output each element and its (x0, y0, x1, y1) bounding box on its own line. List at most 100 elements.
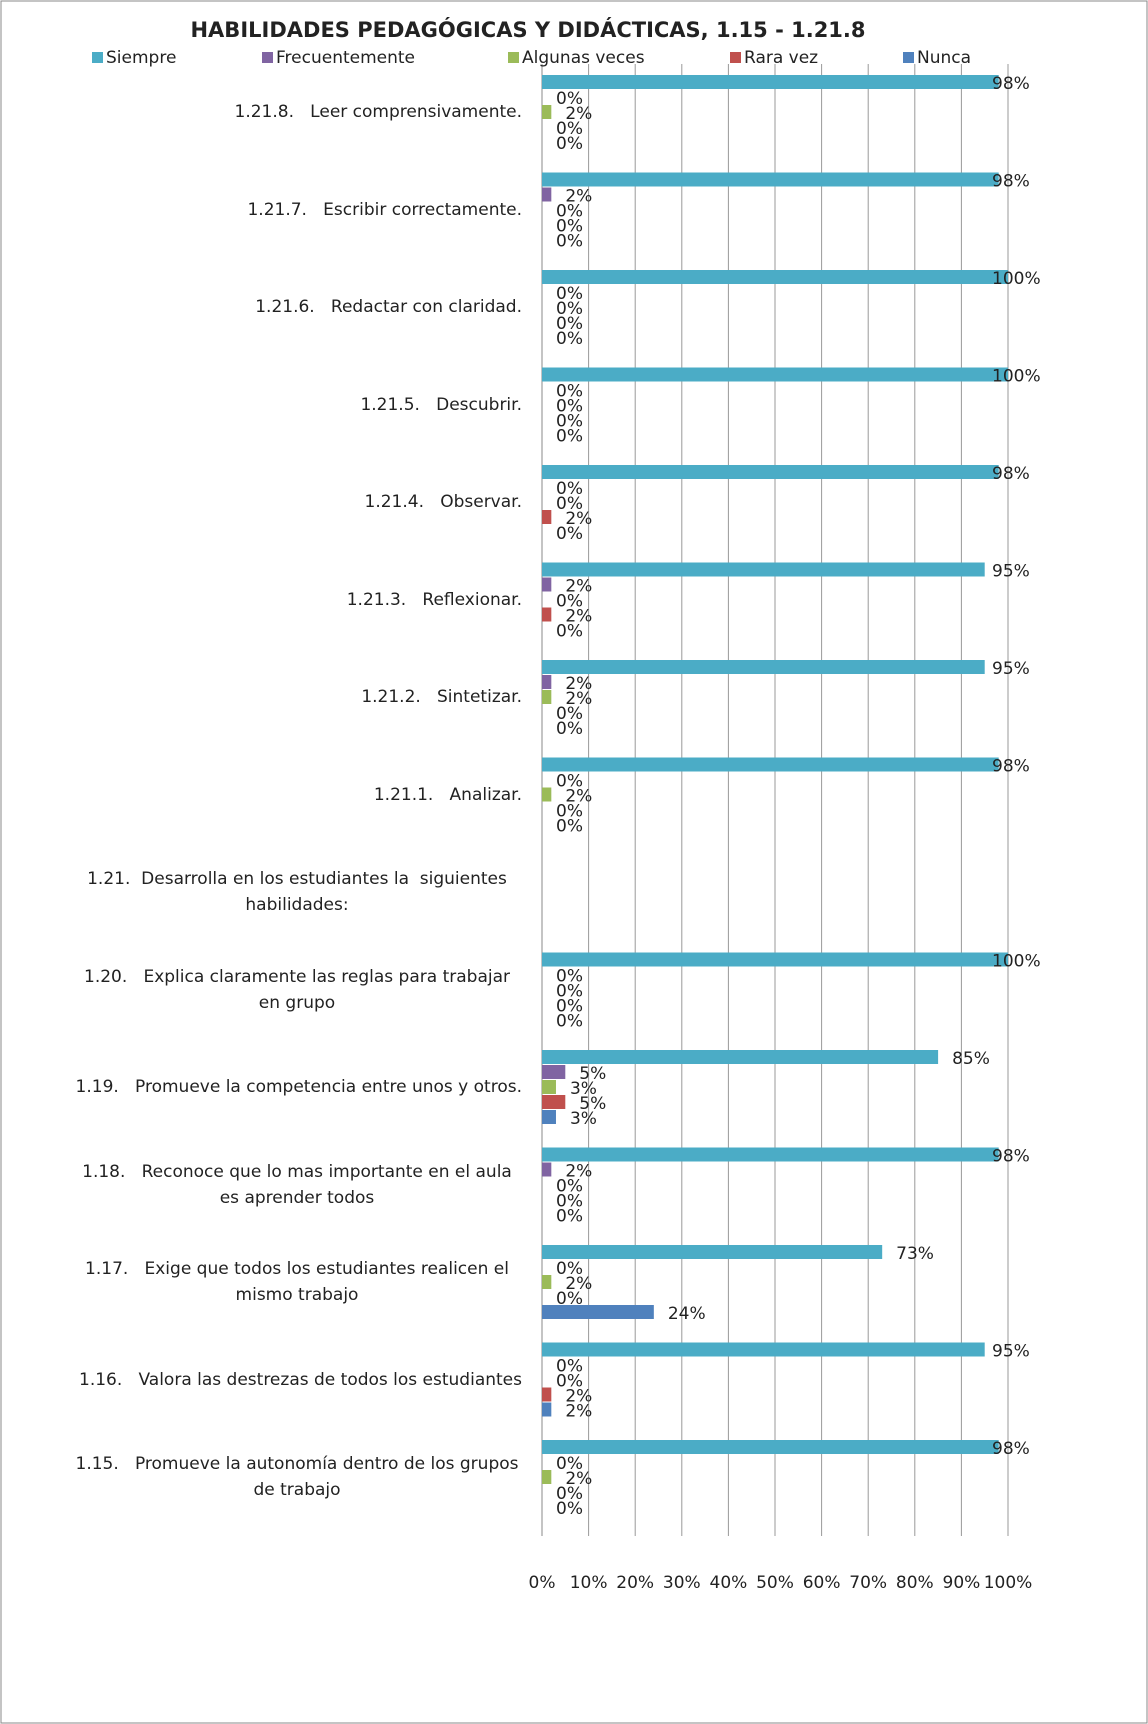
legend-swatch (508, 52, 519, 63)
legend-label: Algunas veces (522, 48, 645, 68)
value-label: 2% (565, 1387, 592, 1407)
value-label: 3% (570, 1079, 597, 1099)
y-tick-label: 1.17. Exige que todos los estudiantes re… (85, 1259, 515, 1305)
x-tick-label: 50% (756, 1573, 794, 1593)
value-label: 0% (556, 1192, 583, 1212)
value-label: 95% (992, 1342, 1030, 1362)
value-label: 0% (556, 1357, 583, 1377)
value-label: 98% (992, 172, 1030, 192)
value-label: 0% (556, 592, 583, 612)
bar (542, 465, 999, 479)
y-tick-label: 1.21.1. Analizar. (373, 784, 522, 805)
value-label: 0% (556, 134, 583, 154)
value-label: 95% (992, 562, 1030, 582)
value-label: 0% (556, 1372, 583, 1392)
value-label: 0% (556, 1289, 583, 1309)
y-tick-label: 1.20. Explica claramente las reglas para… (84, 966, 516, 1013)
value-label: 0% (556, 1177, 583, 1197)
value-label: 24% (668, 1304, 706, 1324)
y-tick-label: 1.19. Promueve la competencia entre unos… (75, 1077, 522, 1097)
y-tick-label: 1.21. Desarrolla en los estudiantes la s… (87, 869, 513, 915)
value-label: 2% (565, 607, 592, 627)
bar (542, 1440, 999, 1454)
legend-swatch (730, 52, 741, 63)
y-tick-label: 1.21.2. Sintetizar. (361, 687, 522, 707)
value-label: 2% (565, 689, 592, 709)
x-tick-label: 0% (529, 1573, 556, 1593)
bar (542, 1305, 654, 1319)
bar (542, 510, 552, 524)
value-label: 100% (992, 367, 1041, 387)
value-label: 100% (992, 952, 1041, 972)
value-label: 0% (556, 997, 583, 1017)
value-label: 73% (896, 1244, 934, 1264)
value-label: 0% (556, 479, 583, 499)
y-tick-label: 1.15. Promueve la autonomía dentro de lo… (75, 1454, 524, 1500)
value-label: 98% (992, 1147, 1030, 1167)
value-label: 98% (992, 757, 1030, 777)
x-tick-label: 40% (710, 1573, 748, 1593)
chart-title: HABILIDADES PEDAGÓGICAS Y DIDÁCTICAS, 1.… (190, 17, 865, 42)
value-label: 5% (579, 1064, 606, 1084)
value-label: 0% (556, 89, 583, 109)
y-tick-label: 1.21.4. Observar. (364, 492, 522, 512)
x-tick-label: 10% (570, 1573, 608, 1593)
legend-swatch (262, 52, 273, 63)
y-tick-label: 1.18. Reconoce que lo mas importante en … (82, 1161, 518, 1208)
value-label: 0% (556, 1259, 583, 1279)
value-label: 2% (565, 1469, 592, 1489)
value-label: 0% (556, 494, 583, 514)
bar (542, 952, 1008, 967)
value-label: 2% (565, 787, 592, 807)
value-label: 0% (556, 299, 583, 319)
value-label: 2% (565, 1402, 592, 1422)
y-tick-label: 1.21.7. Escribir correctamente. (247, 199, 522, 220)
bar (542, 1065, 566, 1079)
value-label: 0% (556, 524, 583, 544)
value-label: 0% (556, 1454, 583, 1474)
bar (542, 1275, 552, 1289)
bar (542, 105, 552, 119)
value-label: 0% (556, 217, 583, 237)
value-label: 0% (556, 202, 583, 222)
bar (542, 660, 985, 674)
bar (542, 1162, 552, 1177)
bar (542, 607, 552, 622)
bar (542, 1110, 556, 1124)
value-label: 0% (556, 119, 583, 139)
x-tick-label: 90% (943, 1573, 981, 1593)
bar (542, 1342, 985, 1357)
value-label: 0% (556, 314, 583, 334)
value-label: 0% (556, 719, 583, 739)
value-label: 2% (565, 1162, 592, 1182)
value-label: 0% (556, 232, 583, 252)
bar (542, 675, 552, 689)
x-tick-label: 60% (803, 1573, 841, 1593)
legend-swatch (92, 52, 103, 63)
legend-label: Frecuentemente (276, 48, 415, 68)
value-label: 85% (952, 1049, 990, 1069)
value-label: 0% (556, 1484, 583, 1504)
value-label: 2% (565, 674, 592, 694)
value-label: 0% (556, 329, 583, 349)
value-label: 5% (579, 1094, 606, 1114)
y-tick-label: 1.21.8. Leer comprensivamente. (234, 102, 523, 122)
y-tick-label: 1.21.6. Redactar con claridad. (255, 297, 522, 317)
value-label: 2% (565, 509, 592, 529)
value-label: 2% (565, 104, 592, 124)
value-label: 0% (556, 817, 583, 837)
y-tick-label: 1.16. Valora las destrezas de todos los … (79, 1369, 522, 1390)
bar (542, 1080, 556, 1094)
bar (542, 270, 1008, 284)
legend-label: Nunca (917, 48, 971, 68)
value-label: 0% (556, 622, 583, 642)
legend-swatch (903, 52, 914, 63)
bar (542, 1387, 552, 1402)
value-label: 98% (992, 464, 1030, 484)
x-tick-label: 30% (663, 1573, 701, 1593)
bar (542, 187, 552, 202)
value-label: 0% (556, 397, 583, 417)
value-label: 98% (992, 74, 1030, 94)
